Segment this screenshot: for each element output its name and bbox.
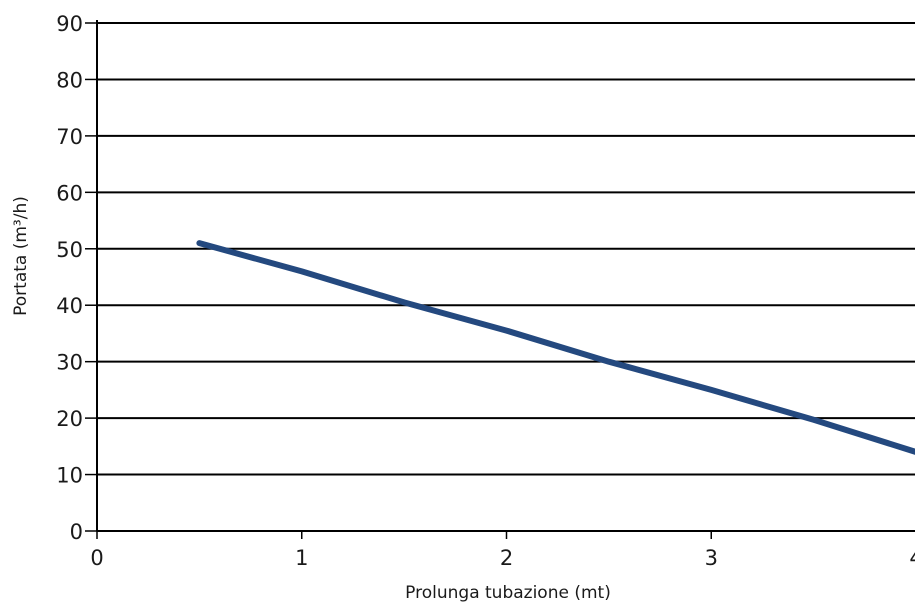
x-tick-label-2: 2: [500, 546, 513, 570]
series-group: [196, 240, 915, 455]
y-tick-label-20: 20: [56, 407, 83, 431]
x-tick-label-4: 4: [909, 546, 915, 570]
x-tick-label-1: 1: [295, 546, 308, 570]
y-tick-label-30: 30: [56, 351, 83, 375]
gridlines: [97, 22, 915, 476]
x-axis-title: Prolunga tubazione (mt): [405, 583, 611, 602]
axes: [96, 20, 915, 532]
y-tick-label-70: 70: [56, 125, 83, 149]
y-axis-title: Portata (m³/h): [11, 196, 31, 316]
series-line-1: [196, 240, 915, 455]
y-tick-label-40: 40: [56, 294, 83, 318]
y-tick-label-10: 10: [56, 464, 83, 488]
x-tick-label-0: 0: [90, 546, 103, 570]
y-tick-label-50: 50: [56, 238, 83, 262]
y-tick-label-80: 80: [56, 68, 83, 92]
y-tick-label-0: 0: [70, 520, 83, 544]
y-tick-label-60: 60: [56, 181, 83, 205]
x-axis-ticks: 0 1 2 3 4: [90, 531, 915, 570]
y-tick-label-90: 90: [56, 12, 83, 36]
x-tick-label-3: 3: [705, 546, 718, 570]
y-axis-ticks: 0 10 20 30 40 50 60 70 80 90: [56, 12, 97, 544]
